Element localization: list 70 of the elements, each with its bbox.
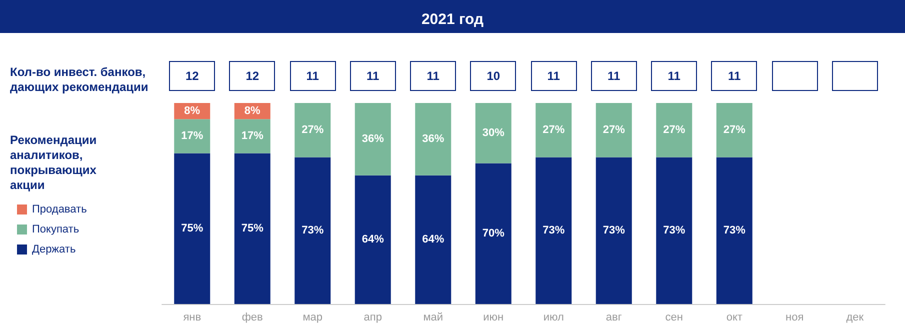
text: 11 — [290, 61, 336, 91]
bar — [234, 119, 270, 154]
bar — [174, 119, 210, 154]
text: 10 — [470, 61, 516, 91]
bar — [716, 103, 752, 158]
x-tick-label: июн — [483, 312, 504, 324]
data-label: 8% — [244, 105, 261, 118]
data-label: 17% — [241, 130, 264, 142]
data-label: 36% — [362, 133, 384, 146]
bar — [716, 157, 752, 304]
data-label: 27% — [663, 124, 686, 136]
text: 11 — [590, 61, 637, 91]
x-tick-label: июл — [543, 312, 564, 324]
bar — [475, 163, 512, 304]
data-label: 73% — [723, 224, 746, 237]
data-label: 64% — [362, 234, 384, 246]
data-label: 73% — [302, 224, 324, 237]
bar — [656, 103, 692, 158]
bar — [415, 103, 452, 176]
data-label: 27% — [723, 124, 746, 136]
bar — [174, 153, 210, 304]
data-label: 73% — [542, 224, 565, 237]
bar — [294, 103, 331, 158]
data-label: 36% — [422, 133, 444, 146]
x-tick-label: авг — [606, 312, 622, 324]
text: 12 — [169, 61, 216, 91]
text: 11 — [410, 61, 456, 91]
data-label: 27% — [542, 124, 565, 136]
x-tick-label: апр — [364, 312, 382, 324]
bar — [354, 175, 391, 304]
x-tick-label: мар — [302, 312, 323, 324]
legend-label: Держать — [32, 244, 76, 256]
data-label: 75% — [181, 222, 204, 235]
data-label: 75% — [241, 222, 264, 235]
legend-label: Покупать — [32, 224, 80, 236]
bar — [596, 157, 632, 304]
x-tick-label: ноя — [786, 312, 804, 324]
data-label: 30% — [482, 127, 505, 140]
text: 12 — [229, 61, 276, 91]
bar — [475, 103, 512, 164]
bar — [354, 103, 391, 176]
x-tick-label: фев — [242, 312, 264, 324]
legend-title: Рекомендации аналитиков, покрывающих акции — [10, 133, 98, 193]
bar — [536, 103, 572, 158]
data-label: 70% — [482, 228, 505, 240]
text: Кол-во инвест. банков, дающих рекомендации — [10, 65, 150, 95]
x-tick-label: май — [423, 312, 444, 324]
data-label: 27% — [602, 124, 626, 136]
text: 11 — [350, 61, 396, 91]
legend-label: Продавать — [32, 204, 88, 216]
bar — [596, 103, 632, 158]
bar — [294, 157, 331, 304]
x-tick-label: окт — [726, 312, 742, 324]
bar — [415, 175, 452, 304]
x-tick-label: янв — [183, 312, 202, 324]
data-label: 73% — [602, 224, 626, 237]
x-tick-label: дек — [846, 312, 864, 324]
x-tick-label: сен — [665, 312, 683, 324]
chart-title: 2021 год — [421, 11, 484, 28]
bar — [536, 157, 572, 304]
data-label: 8% — [184, 105, 200, 118]
data-label: 17% — [181, 130, 204, 142]
text: 11 — [530, 61, 577, 91]
text: 11 — [651, 61, 698, 91]
data-label: 73% — [663, 224, 686, 237]
text: 11 — [711, 61, 758, 91]
bar — [656, 157, 692, 304]
data-label: 27% — [302, 124, 324, 136]
bar — [234, 153, 270, 304]
data-label: 64% — [422, 234, 444, 246]
